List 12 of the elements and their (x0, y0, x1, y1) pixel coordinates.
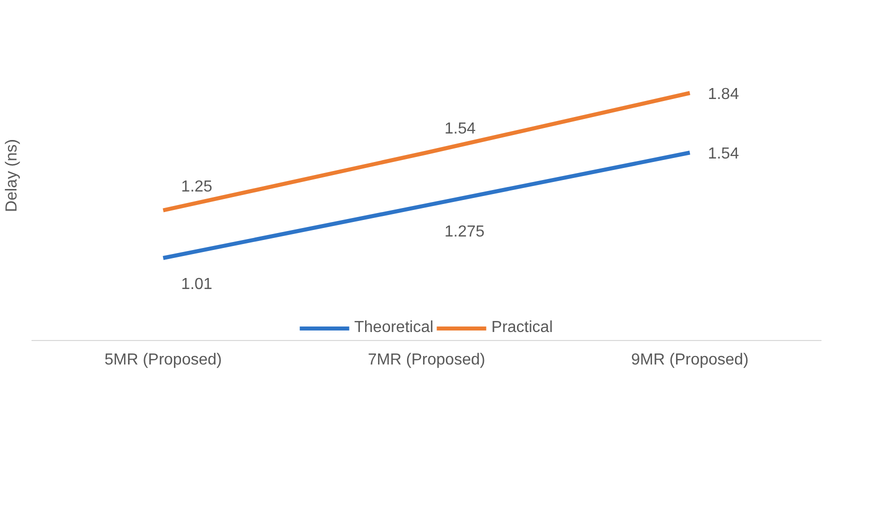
data-label: 1.84 (708, 86, 740, 103)
y-axis-title: Delay (ns) (4, 139, 20, 212)
data-label: 1.01 (181, 276, 212, 293)
data-label: 1.54 (708, 146, 740, 163)
data-label: 1.25 (181, 178, 212, 196)
data-label: 1.54 (444, 120, 476, 138)
legend-label: Theoretical (354, 319, 434, 337)
x-tick-label: 9MR (Proposed) (631, 352, 749, 368)
legend-label: Practical (491, 319, 553, 337)
x-tick-label: 5MR (Proposed) (104, 352, 222, 368)
data-label: 1.275 (444, 223, 485, 240)
x-tick-label: 7MR (Proposed) (368, 352, 486, 368)
